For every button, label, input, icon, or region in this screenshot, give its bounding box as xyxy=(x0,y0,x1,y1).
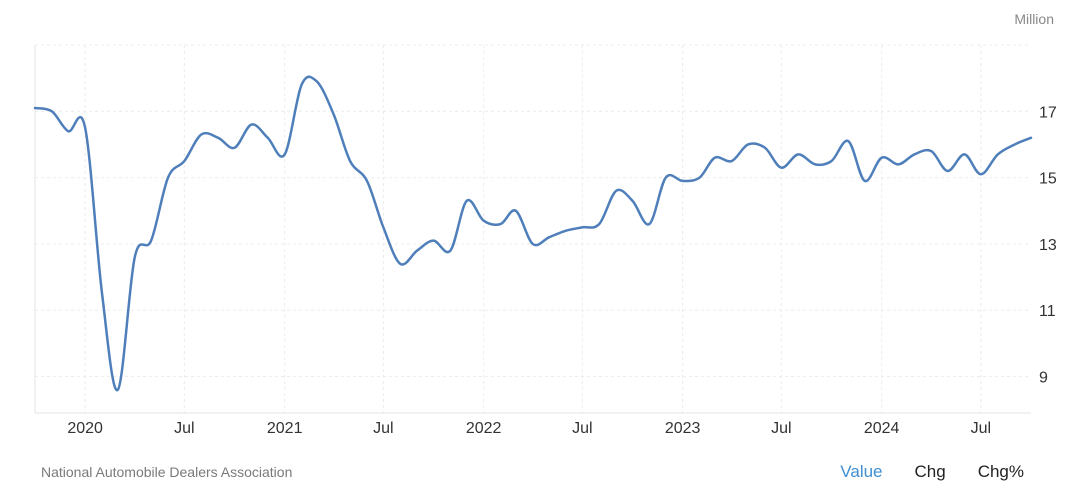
y-axis-ticks: 9 11 13 15 17 xyxy=(1039,104,1057,386)
x-tick-label: 2020 xyxy=(67,420,103,437)
y-tick-label: 11 xyxy=(1039,303,1056,320)
x-tick-label: 2023 xyxy=(665,420,701,437)
x-tick-label: Jul xyxy=(572,420,592,437)
tab-chg-percent[interactable]: Chg% xyxy=(977,462,1024,481)
x-tick-label: Jul xyxy=(771,420,791,437)
series-line xyxy=(33,75,1033,392)
x-tick-label: 2021 xyxy=(267,420,303,437)
x-axis-ticks: 2020 Jul 2021 Jul 2022 Jul 2023 Jul 2024 Jul xyxy=(67,420,991,437)
value-mode-tabs: Value Chg Chg% xyxy=(840,462,1024,482)
tab-chg[interactable]: Chg xyxy=(914,462,946,481)
chart-axes xyxy=(34,45,1031,414)
tab-value[interactable]: Value xyxy=(840,462,883,481)
y-tick-label: 9 xyxy=(1039,370,1048,387)
x-tick-label: Jul xyxy=(971,420,991,437)
y-tick-label: 17 xyxy=(1039,104,1057,121)
x-tick-label: 2022 xyxy=(466,420,502,437)
x-tick-label: 2024 xyxy=(864,420,900,437)
unit-label: Million xyxy=(1014,11,1054,27)
x-tick-label: Jul xyxy=(373,420,393,437)
source-label: National Automobile Dealers Association xyxy=(41,464,293,480)
chart-series xyxy=(33,75,1033,392)
chart-grid xyxy=(35,44,1031,413)
y-tick-label: 15 xyxy=(1039,171,1057,188)
y-tick-label: 13 xyxy=(1039,237,1057,254)
x-tick-label: Jul xyxy=(174,420,194,437)
